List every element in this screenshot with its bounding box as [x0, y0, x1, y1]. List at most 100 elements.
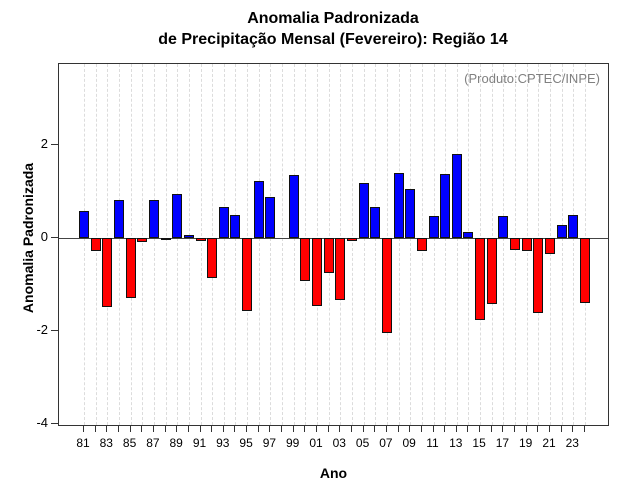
gridline-96: [258, 64, 260, 425]
gridline-84: [118, 64, 120, 425]
bar-20: [533, 238, 544, 313]
x-tick-label-13: 13: [449, 436, 463, 450]
y-tick-label--4: -4: [36, 414, 48, 430]
x-tick-21: [549, 426, 550, 432]
y-tick-2: [51, 144, 58, 146]
x-tick-label-03: 03: [332, 436, 346, 450]
x-tick-11: [432, 426, 434, 432]
y-tick-label--2: -2: [36, 321, 48, 337]
x-tick-label-23: 23: [565, 436, 579, 450]
bar-87: [148, 200, 159, 238]
x-tick-81: [83, 426, 84, 432]
x-tick-label-93: 93: [216, 436, 230, 450]
x-tick-08: [397, 426, 399, 432]
x-tick-label-05: 05: [355, 436, 370, 450]
bar-81: [79, 211, 89, 238]
gridline-11: [433, 64, 435, 425]
x-tick-85: [129, 426, 131, 432]
x-tick-label-97: 97: [262, 436, 277, 450]
gridline-97: [270, 64, 272, 425]
gridline-09: [410, 64, 412, 425]
y-tick-0: [51, 237, 58, 238]
gridline-23: [573, 64, 575, 425]
x-tick-22: [560, 426, 562, 432]
gridline-99: [293, 64, 295, 425]
x-tick-label-91: 91: [192, 436, 207, 450]
x-tick-label-89: 89: [169, 436, 183, 450]
x-tick-84: [117, 426, 119, 432]
x-tick-16: [490, 426, 492, 432]
x-tick-label-83: 83: [99, 436, 113, 450]
bar-01: [312, 238, 322, 307]
gridline-90: [188, 64, 190, 425]
gridline-06: [375, 64, 377, 425]
x-tick-89: [176, 426, 178, 432]
x-tick-87: [152, 426, 154, 432]
x-tick-93: [222, 426, 224, 432]
bar-94: [230, 214, 241, 238]
bar-06: [370, 206, 381, 238]
x-tick-label-85: 85: [122, 436, 137, 450]
x-tick-17: [502, 426, 504, 432]
x-tick-label-95: 95: [239, 436, 253, 450]
x-tick-label-21: 21: [542, 436, 556, 450]
gridline-91: [200, 64, 202, 425]
x-tick-label-17: 17: [495, 436, 510, 450]
x-tick-10: [420, 426, 422, 432]
x-tick-23: [572, 426, 574, 432]
y-tick--2: [51, 329, 58, 331]
x-tick-18: [514, 426, 516, 432]
bar-88: [160, 238, 171, 241]
gridline-05: [363, 64, 365, 425]
x-tick-94: [234, 426, 236, 432]
gridline-08: [398, 64, 400, 425]
gridline-87: [153, 64, 155, 425]
x-tick-88: [164, 426, 166, 432]
gridline-93: [223, 64, 225, 425]
bar-85: [125, 238, 136, 299]
gridline-89: [177, 64, 179, 425]
x-tick-90: [187, 426, 189, 432]
y-tick-label-0: 0: [40, 229, 48, 244]
gridline-17: [503, 64, 505, 425]
gridline-86: [142, 64, 144, 425]
x-tick-82: [94, 426, 96, 432]
x-tick-02: [327, 426, 329, 432]
gridline-13: [456, 64, 458, 425]
bar-07: [381, 238, 392, 334]
bar-11: [428, 215, 439, 238]
x-tick-14: [467, 426, 469, 432]
x-tick-04: [350, 426, 352, 432]
bar-04: [346, 238, 357, 241]
bar-02: [323, 238, 334, 273]
gridline-04: [351, 64, 353, 425]
bar-03: [335, 238, 346, 301]
x-tick-06: [374, 426, 376, 432]
bar-22: [556, 225, 567, 238]
x-axis-title: Ano: [319, 465, 348, 481]
x-tick-00: [304, 426, 306, 432]
bar-93: [218, 206, 229, 238]
x-tick-label-11: 11: [426, 436, 439, 450]
y-tick--4: [51, 422, 58, 424]
bar-96: [253, 180, 264, 238]
x-tick-label-19: 19: [519, 436, 533, 450]
x-tick-19: [525, 426, 527, 432]
bar-08: [393, 172, 404, 238]
y-tick-label-2: 2: [40, 136, 48, 152]
x-tick-label-87: 87: [146, 436, 160, 450]
x-tick-96: [257, 426, 259, 432]
bar-91: [195, 238, 206, 241]
x-tick-20: [537, 426, 539, 432]
x-tick-label-09: 09: [402, 436, 416, 450]
bar-86: [137, 238, 148, 243]
x-tick-99: [292, 426, 294, 432]
bar-99: [288, 175, 299, 238]
chart-title-line2: de Precipitação Mensal (Fevereiro): Regi…: [158, 31, 508, 48]
bar-18: [510, 238, 521, 251]
bar-13: [451, 153, 462, 238]
bar-05: [358, 183, 369, 238]
x-tick-label-07: 07: [379, 436, 393, 450]
bar-10: [416, 238, 427, 251]
